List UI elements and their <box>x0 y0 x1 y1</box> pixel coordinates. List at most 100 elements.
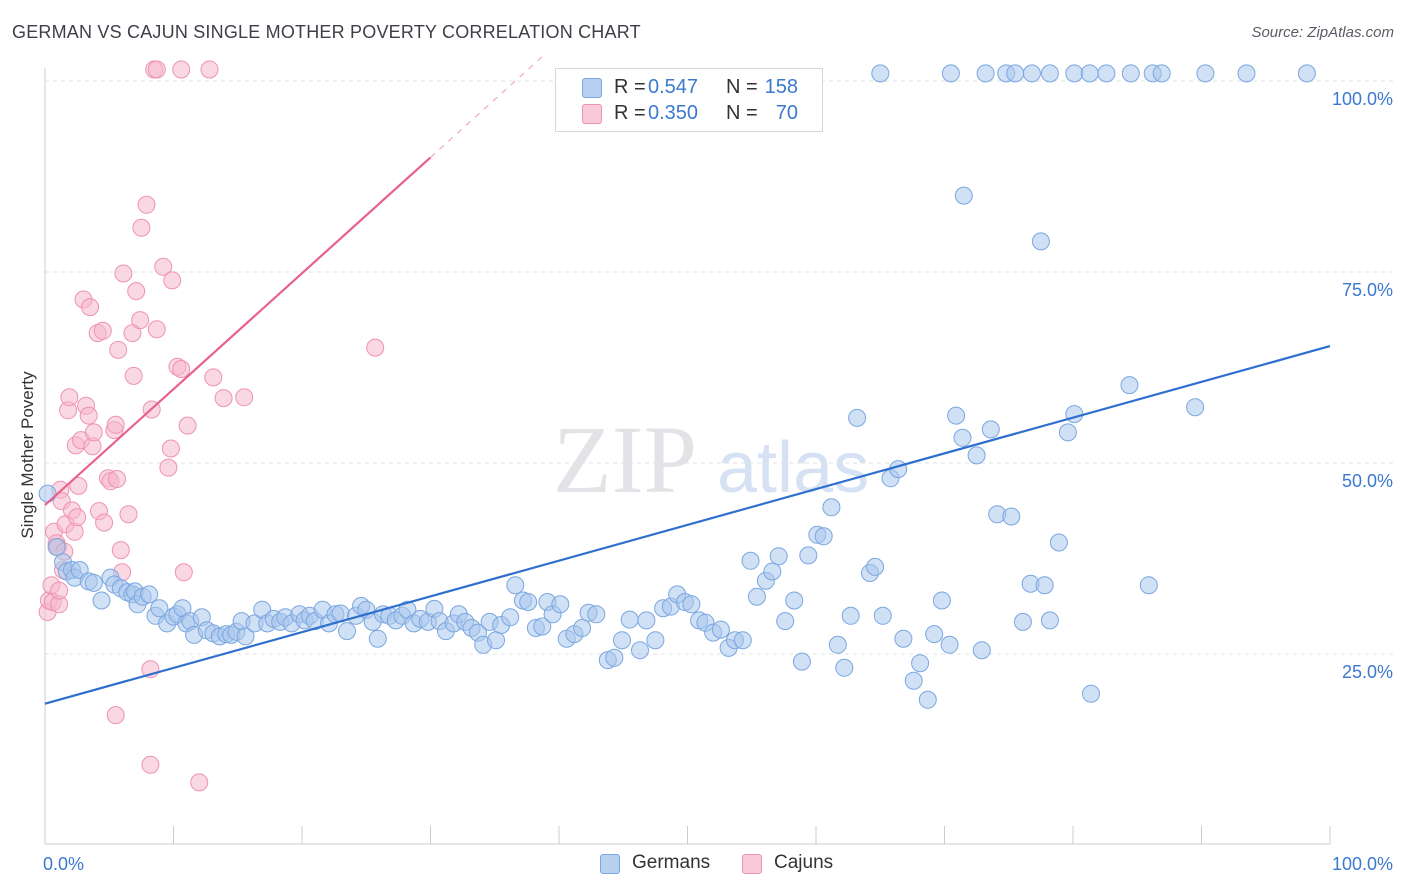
german-point <box>871 64 890 83</box>
german-point <box>947 406 966 425</box>
cajun-point <box>68 508 87 527</box>
cajun-point <box>172 360 191 378</box>
german-point <box>150 599 169 618</box>
axes <box>44 68 1331 845</box>
german-point <box>967 446 986 465</box>
german-point <box>506 576 525 595</box>
german-point <box>904 671 923 690</box>
r-value-germans: 0.547 <box>648 76 699 98</box>
german-point <box>1097 64 1116 83</box>
german-point <box>1040 611 1059 630</box>
cajun-point <box>163 271 182 290</box>
german-point <box>889 460 908 479</box>
n-label: N = <box>726 102 758 124</box>
german-point <box>814 527 833 546</box>
cajun-point <box>366 338 385 357</box>
german-point <box>972 641 991 660</box>
cajun-point <box>95 513 114 532</box>
cajun-point <box>81 298 99 317</box>
german-point <box>605 648 624 667</box>
cajun-point <box>137 195 156 214</box>
german-point <box>1031 232 1050 251</box>
german-point <box>763 562 782 581</box>
german-point <box>1080 64 1099 83</box>
german-point <box>1049 533 1068 552</box>
cajun-point <box>106 706 125 725</box>
cajun-point <box>60 388 79 407</box>
r-value-cajuns: 0.350 <box>648 102 699 124</box>
german-point <box>368 629 387 648</box>
source-label: Source: ZipAtlas.com <box>1251 24 1394 41</box>
german-points <box>38 64 1316 709</box>
german-point <box>954 186 973 205</box>
y-tick-label: 25.0% <box>1342 662 1393 682</box>
german-point <box>613 631 631 650</box>
german-point <box>1297 64 1316 83</box>
cajun-point <box>114 264 133 283</box>
cajun-swatch <box>742 854 762 874</box>
cajun-point <box>84 423 103 442</box>
cajun-swatch <box>582 104 602 124</box>
german-point <box>828 635 847 654</box>
german-point <box>501 608 520 627</box>
r-label: R = <box>614 76 646 98</box>
trend-lines <box>44 53 1331 705</box>
legend-label-cajuns: Cajuns <box>774 852 834 873</box>
german-swatch <box>582 78 602 98</box>
german-point <box>631 641 649 660</box>
german-point <box>981 420 1000 439</box>
german-point <box>47 538 66 556</box>
cajun-point <box>159 458 178 477</box>
german-point <box>873 606 892 625</box>
german-point <box>1139 576 1158 595</box>
german-point <box>587 605 606 624</box>
german-point <box>932 591 951 610</box>
watermark: ZIP atlas <box>553 406 869 513</box>
german-point <box>733 631 752 650</box>
n-value-germans: 158 <box>764 76 798 98</box>
german-trend-line <box>44 345 1331 705</box>
german-point <box>747 587 766 606</box>
german-point <box>1035 576 1054 595</box>
cajun-point <box>204 368 223 387</box>
cajun-point <box>214 389 233 408</box>
cajun-trend-line <box>44 156 432 506</box>
german-point <box>866 557 885 576</box>
german-point <box>637 611 656 630</box>
german-point <box>1120 376 1139 395</box>
german-point <box>835 658 854 677</box>
german-point <box>799 546 818 565</box>
cajun-point <box>190 773 209 792</box>
cajun-point <box>127 282 146 301</box>
cajun-point <box>147 320 166 339</box>
cajun-point <box>50 581 69 600</box>
watermark-zip: ZIP <box>553 406 697 513</box>
german-point <box>1013 612 1032 631</box>
german-point <box>551 595 570 614</box>
german-point <box>953 428 972 447</box>
german-point <box>941 64 960 83</box>
cajun-point <box>235 388 254 407</box>
german-point <box>1040 64 1059 83</box>
correlation-legend: R = 0.547 N = 158 R = 0.350 N = 70 <box>555 68 823 132</box>
legend-row-cajuns: R = 0.350 N = 70 <box>556 101 822 127</box>
german-point <box>976 64 995 83</box>
cajun-point <box>161 439 180 458</box>
r-label: R = <box>614 102 646 124</box>
n-label: N = <box>726 76 758 98</box>
cajun-point <box>154 257 173 276</box>
gridlines <box>45 80 1393 655</box>
german-point <box>841 606 860 625</box>
cajun-points <box>38 60 385 792</box>
cajun-point <box>119 505 138 524</box>
german-point <box>682 595 701 614</box>
german-swatch <box>600 854 620 874</box>
cajun-point <box>65 522 84 541</box>
x-tick-label: 0.0% <box>43 854 84 874</box>
german-point <box>894 629 913 648</box>
cajun-point <box>200 60 219 79</box>
german-point <box>1082 684 1100 703</box>
german-point <box>792 652 811 671</box>
cajun-point <box>93 321 112 340</box>
german-point <box>1058 423 1077 442</box>
